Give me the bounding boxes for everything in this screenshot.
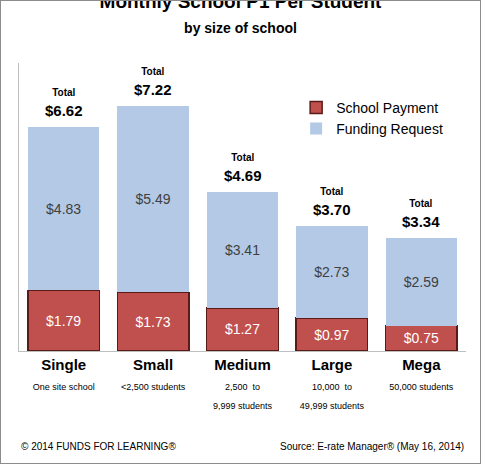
svg-text:Total$6.62: Total$6.62: [45, 87, 83, 119]
svg-text:$0.75: $0.75: [404, 330, 439, 346]
svg-text:Total$3.34: Total$3.34: [402, 198, 440, 230]
svg-text:School Payment: School Payment: [336, 100, 438, 116]
svg-text:$1.27: $1.27: [225, 321, 260, 337]
svg-text:Total$3.70: Total$3.70: [313, 186, 351, 218]
svg-text:$0.97: $0.97: [314, 327, 349, 343]
svg-text:Source: E-rate Manager® (May 1: Source: E-rate Manager® (May 16, 2014): [280, 441, 464, 452]
svg-text:Mega50,000 students: Mega50,000 students: [389, 356, 454, 392]
svg-text:$1.79: $1.79: [46, 313, 81, 329]
svg-text:© 2014 FUNDS FOR LEARNING®: © 2014 FUNDS FOR LEARNING®: [21, 441, 176, 452]
svg-text:Funding Request: Funding Request: [336, 121, 443, 137]
svg-text:Total$7.22: Total$7.22: [134, 66, 172, 98]
svg-text:$1.73: $1.73: [135, 314, 170, 330]
svg-text:Medium2,500 to9,999 students: Medium2,500 to9,999 students: [213, 356, 273, 411]
svg-text:Large10,000 to49,999 students: Large10,000 to49,999 students: [300, 356, 365, 411]
svg-text:$3.41: $3.41: [225, 242, 260, 258]
svg-text:$5.49: $5.49: [135, 191, 170, 207]
svg-text:Total$4.69: Total$4.69: [224, 152, 262, 184]
svg-text:$4.83: $4.83: [46, 201, 81, 217]
svg-text:$2.73: $2.73: [314, 264, 349, 280]
svg-text:SingleOne site school: SingleOne site school: [33, 356, 95, 392]
svg-text:Small<2,500 students: Small<2,500 students: [121, 356, 186, 392]
svg-text:$2.59: $2.59: [404, 274, 439, 290]
svg-text:Monthly School P1 Per Studentb: Monthly School P1 Per Studentby size of …: [100, 1, 383, 36]
